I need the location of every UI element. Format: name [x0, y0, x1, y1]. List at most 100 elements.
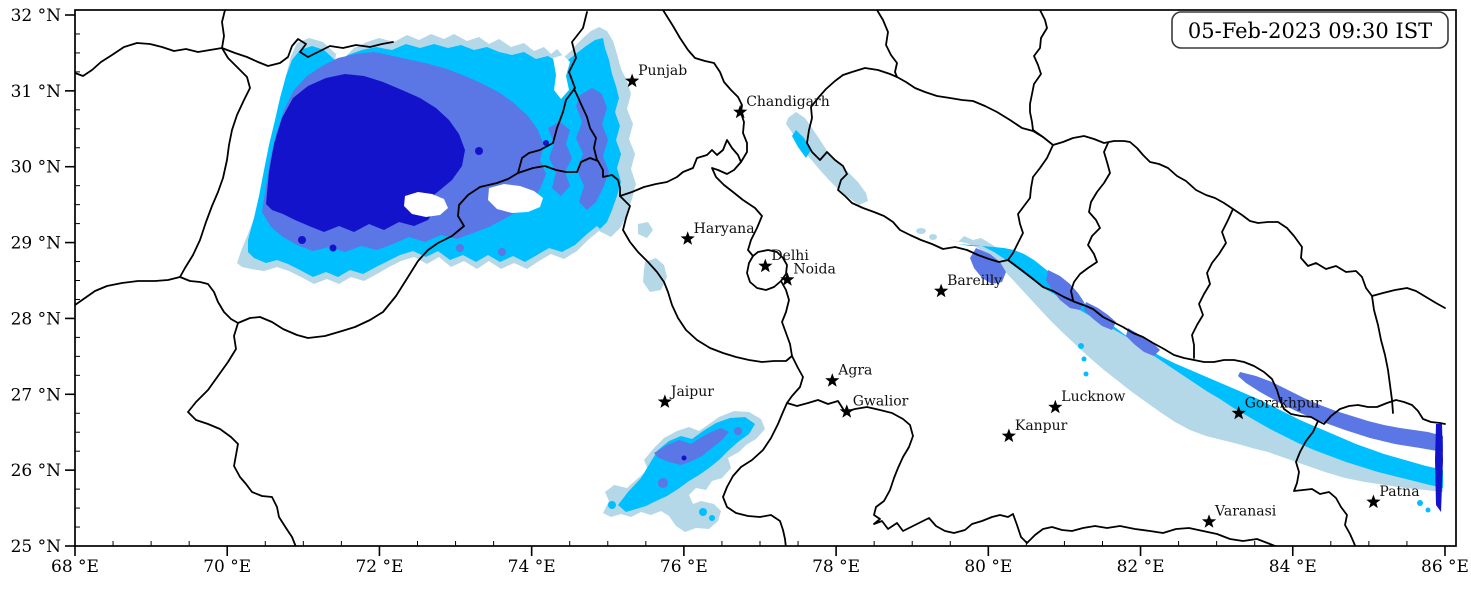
city-marker-jaipur: Jaipur — [657, 384, 714, 408]
state-border-line — [780, 280, 1278, 546]
nepal-internal-line — [1070, 142, 1111, 301]
fog-layer — [237, 27, 1443, 532]
city-marker-bareilly: Bareilly — [934, 273, 1002, 298]
fog-dot — [490, 155, 500, 165]
timestamp-label: 05-Feb-2023 09:30 IST — [1188, 19, 1432, 43]
state-border-line — [75, 276, 181, 306]
city-label: Haryana — [694, 221, 755, 237]
y-tick-label: 32 °N — [11, 6, 62, 26]
city-label: Punjab — [638, 63, 687, 79]
fog-dot — [498, 248, 506, 256]
city-label: Bareilly — [947, 273, 1002, 289]
city-label: Chandigarh — [746, 94, 830, 110]
city-label: Agra — [837, 363, 872, 379]
x-tick-label: 80 °E — [964, 557, 1012, 577]
fog-dot — [709, 515, 715, 521]
state-border-line — [573, 88, 598, 161]
fog-dot — [608, 501, 616, 509]
fog-dot — [329, 244, 337, 252]
y-tick-label: 25 °N — [11, 537, 62, 557]
fog-patch-moderate — [792, 130, 811, 158]
x-tick-label: 72 °E — [355, 557, 403, 577]
star-icon — [657, 394, 672, 408]
star-icon — [825, 373, 840, 387]
y-tick-label: 30 °N — [11, 158, 62, 178]
star-icon — [1001, 428, 1016, 443]
x-tick-label: 82 °E — [1117, 557, 1165, 577]
y-tick-label: 27 °N — [11, 385, 62, 405]
state-border-line — [1029, 10, 1048, 138]
y-tick-label: 28 °N — [11, 309, 62, 329]
star-icon — [934, 283, 949, 298]
city-marker-kanpur: Kanpur — [1001, 418, 1068, 443]
fog-patch-dense — [576, 88, 609, 210]
star-icon — [1201, 514, 1217, 528]
fog-dot — [298, 236, 306, 244]
state-border-line — [179, 10, 251, 278]
delhi-boundary-loop — [746, 249, 788, 291]
axis-ticks: 68 °E 70 °E 72 °E 74 °E 76 °E 78 °E 80 °E 82 °E… — [11, 6, 1469, 577]
star-icon — [680, 231, 695, 245]
fog-patch-very-dense — [1435, 424, 1443, 512]
fog-patch-dense — [1238, 372, 1443, 452]
fog-patch-dense — [970, 248, 1006, 284]
nepal-south-border — [1007, 259, 1446, 425]
city-marker-varanasi: Varanasi — [1201, 504, 1277, 528]
city-marker-agra: Agra — [825, 363, 872, 387]
city-label: Jaipur — [669, 384, 714, 400]
state-border-line — [1293, 420, 1357, 546]
uttarakhand-boundary — [806, 67, 1054, 263]
city-label: Gorakhpur — [1245, 395, 1322, 411]
state-border-line — [619, 139, 742, 197]
fog-patch-very-dense — [266, 74, 465, 232]
fog-dot — [456, 244, 464, 252]
state-border-line — [722, 402, 788, 546]
city-label: Patna — [1379, 484, 1419, 500]
star-icon — [1231, 405, 1246, 420]
star-icon — [1366, 494, 1381, 509]
city-marker-lucknow: Lucknow — [1048, 389, 1125, 414]
state-border-line — [662, 10, 763, 257]
state-border-line — [619, 195, 793, 363]
fog-patch-dense — [1126, 328, 1160, 356]
x-tick-label: 86 °E — [1421, 557, 1469, 577]
plot-frame — [74, 9, 1457, 547]
star-icon — [758, 258, 773, 273]
fog-hole — [553, 55, 570, 99]
city-label: Varanasi — [1214, 504, 1277, 520]
fog-dot — [658, 478, 668, 488]
star-icon — [1048, 399, 1063, 414]
star-icon — [733, 104, 748, 119]
fog-dot — [1078, 343, 1084, 349]
fog-dot — [1425, 507, 1431, 513]
x-tick-label: 76 °E — [660, 557, 708, 577]
city-marker-gorakhpur: Gorakhpur — [1231, 395, 1322, 420]
state-border-line — [179, 276, 239, 324]
x-tick-label: 78 °E — [812, 557, 860, 577]
city-marker-delhi: Delhi — [758, 248, 809, 273]
fog-hole — [404, 192, 448, 217]
fog-patch-light — [786, 112, 868, 205]
star-icon — [780, 272, 795, 286]
border-lines — [75, 10, 1446, 546]
city-marker-punjab: Punjab — [625, 63, 687, 88]
city-label: Lucknow — [1061, 389, 1125, 405]
fog-dot — [699, 508, 707, 516]
nepal-internal-line — [1191, 208, 1234, 359]
city-marker-noida: Noida — [780, 262, 836, 286]
fog-patch-dense — [654, 428, 729, 465]
fog-dot — [441, 221, 449, 229]
x-tick-label: 84 °E — [1269, 557, 1317, 577]
international-border-line — [187, 11, 588, 546]
fog-patch-light — [643, 258, 667, 292]
star-icon — [839, 404, 854, 418]
state-border-line — [75, 38, 394, 77]
fog-hole — [488, 184, 543, 213]
y-tick-label: 26 °N — [11, 461, 62, 481]
city-marker-patna: Patna — [1366, 484, 1420, 509]
nepal-internal-line — [1371, 295, 1394, 414]
fog-dot — [1417, 500, 1423, 506]
state-border-line — [876, 10, 898, 78]
